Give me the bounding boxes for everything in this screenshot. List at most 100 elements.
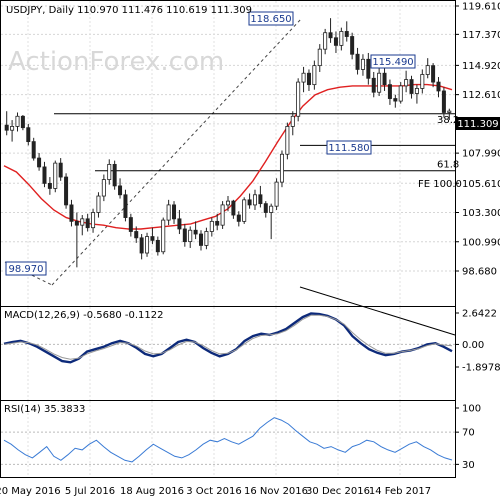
candle-body (274, 181, 279, 207)
price-y-tick-label: 107.990 (462, 149, 500, 160)
rsi-y-tick-label: 30 (462, 460, 475, 471)
candle-body (398, 85, 403, 102)
price-y-tick-label: 105.610 (462, 179, 500, 190)
candle-body (350, 36, 355, 55)
macd-gridlines (1, 307, 455, 400)
candle-body (139, 237, 144, 254)
candle-body (96, 195, 101, 213)
candle-body (42, 166, 47, 184)
candle-body (263, 203, 268, 213)
candle-body (118, 185, 123, 196)
candle-body (47, 182, 52, 189)
annotation-high-115490-label: 115.490 (372, 57, 413, 68)
candle-body (447, 110, 452, 113)
x-tick-label: 16 Nov 2016 (244, 486, 308, 497)
candle-body (344, 31, 349, 37)
dashed-trend-rising (51, 17, 303, 286)
candle-body (193, 229, 198, 235)
annotation-low-98970: 98.970 (5, 261, 47, 276)
candle-body (296, 81, 301, 117)
annotation-high-118650-label: 118.650 (250, 14, 291, 25)
rsi-y-tick-label: 70 (462, 428, 475, 439)
rsi-series (3, 417, 453, 463)
candle-body (225, 200, 230, 206)
last-price-badge: 111.309 (456, 117, 500, 130)
candle-body (166, 204, 171, 221)
macd-series (3, 312, 453, 364)
candle-body (80, 218, 85, 226)
candle-body (188, 229, 193, 243)
candle-body (371, 77, 376, 93)
candle-body (414, 88, 419, 94)
candle-body (150, 236, 155, 241)
candle-body (360, 58, 365, 70)
annotation-low-111580-label: 111.580 (328, 143, 369, 154)
candle-body (209, 220, 214, 232)
macd-y-tick-label: -1.8978 (462, 363, 500, 374)
candle-body (161, 219, 166, 253)
rsi-y-axis: 100 70 30 (455, 404, 481, 471)
macd-title: MACD(12,26,9) -0.5680 -0.1122 (4, 310, 164, 321)
macd-y-tick-label: 0.00 (462, 340, 484, 351)
candle-body (377, 72, 382, 93)
fibonacci-lines: 61.8 (54, 113, 459, 172)
annotation-high-115490: 115.490 (370, 54, 416, 69)
price-panel-frame (0, 0, 456, 307)
macd-y-axis: 2.6422 0.00 -1.8978 (455, 309, 500, 374)
candle-body (74, 220, 79, 226)
annotation-low-98970-label: 98.970 (9, 264, 44, 275)
x-tick-label: 5 Jul 2016 (65, 486, 115, 497)
x-tick-label: 20 May 2016 (0, 486, 61, 497)
candle-body (215, 220, 220, 226)
candle-body (409, 79, 414, 94)
candle-body (393, 98, 398, 102)
candle-body (441, 90, 446, 113)
macd-line (3, 312, 453, 364)
candle-body (177, 218, 182, 230)
candle-body (85, 218, 90, 229)
candles (4, 18, 452, 268)
candle-body (172, 204, 177, 220)
macd-y-tick-label: 2.6422 (462, 309, 497, 320)
candle-body (252, 194, 257, 206)
candle-body (15, 115, 20, 127)
candle-body (339, 31, 344, 46)
candle-body (279, 153, 284, 183)
candle-body (285, 126, 290, 155)
candle-body (58, 162, 63, 178)
x-tick-label: 18 Aug 2016 (120, 486, 184, 497)
candle-body (112, 163, 117, 187)
candle-body (333, 37, 338, 46)
candle-body (436, 81, 441, 92)
candle-body (64, 176, 69, 206)
candle-body (404, 79, 409, 87)
candle-body (204, 231, 209, 246)
watermark: ActionForex.com (8, 47, 224, 77)
price-title: USDJPY, Daily 110.970 111.476 110.619 11… (6, 5, 252, 16)
candle-body (258, 194, 263, 205)
candle-body (69, 204, 74, 222)
candle-body (231, 200, 236, 216)
macd-trendline (299, 286, 456, 336)
x-axis: 20 May 2016 5 Jul 2016 18 Aug 2016 3 Oct 20… (0, 486, 431, 497)
candle-body (425, 65, 430, 75)
macd-signal-line (3, 314, 453, 360)
candle-body (242, 199, 247, 222)
price-y-tick-label: 119.610 (462, 2, 500, 13)
candle-body (123, 194, 128, 218)
price-y-axis: 119.610117.370114.920112.610110.300107.9… (455, 2, 500, 278)
price-y-tick-label: 100.990 (462, 237, 500, 248)
candle-body (323, 32, 328, 50)
candle-body (145, 236, 150, 254)
candle-body (10, 126, 15, 131)
last-price-label: 111.309 (457, 119, 498, 130)
rsi-gridlines (1, 401, 455, 477)
candle-body (31, 141, 36, 159)
candle-body (301, 72, 306, 83)
candle-body (134, 231, 139, 239)
candle-body (220, 204, 225, 226)
fib-38-2-label: 38.2 (437, 115, 459, 126)
fe-100-label: FE 100.0 (418, 179, 462, 190)
candle-body (91, 212, 96, 229)
